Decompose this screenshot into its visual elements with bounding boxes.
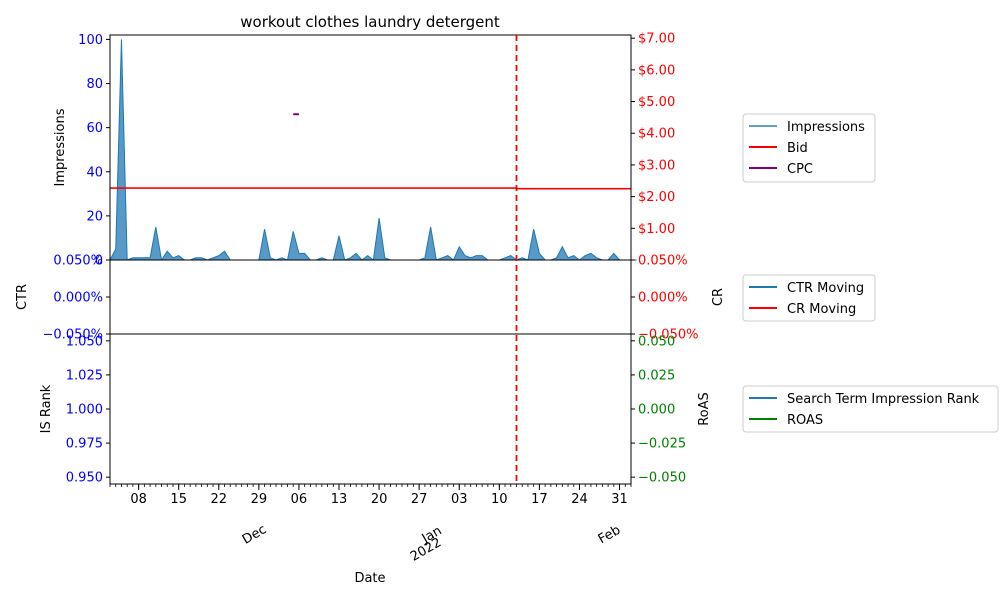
y-right-tick-label: $1.00 bbox=[638, 222, 675, 237]
panel-impressions: 0 20 40 60 80 100 $1.00 $2.00 $3.00 $4.00 $5.00 $6.… bbox=[53, 32, 675, 269]
x-week-tick-label: 22 bbox=[211, 492, 228, 507]
x-week-tick-label: 31 bbox=[611, 492, 628, 507]
y-right-tick-label: 0.050% bbox=[638, 254, 688, 269]
panel-background bbox=[110, 334, 631, 484]
y-right-tick-label: −0.050% bbox=[638, 328, 698, 343]
y-left-axis-label: CTR bbox=[15, 284, 30, 310]
y-right-tick-label: $7.00 bbox=[638, 32, 675, 47]
y-right-tick-label: $6.00 bbox=[638, 63, 675, 78]
x-week-tick-label: 24 bbox=[571, 492, 588, 507]
y-left-tick-label: 0.000% bbox=[53, 291, 103, 306]
y-right-tick-label: $4.00 bbox=[638, 127, 675, 142]
y-left-tick-label: 100 bbox=[78, 33, 103, 48]
x-week-tick-label: 29 bbox=[251, 492, 268, 507]
panel-ctr: −0.050% 0.000% 0.050% −0.050% 0.000% 0.050% CT… bbox=[15, 254, 726, 343]
y-right-axis-label: RoAS bbox=[697, 392, 712, 426]
panel-background bbox=[110, 260, 631, 334]
x-week-tick-label: 20 bbox=[371, 492, 388, 507]
legend-label: CPC bbox=[787, 162, 813, 177]
bid-line bbox=[110, 187, 631, 190]
legend-label: CR Moving bbox=[787, 302, 856, 317]
legend-label: ROAS bbox=[787, 413, 823, 428]
x-week-tick-label: 27 bbox=[411, 492, 428, 507]
y-right-tick-label: $5.00 bbox=[638, 95, 675, 110]
legend-box bbox=[742, 385, 999, 433]
y-right-tick-label: $3.00 bbox=[638, 158, 675, 173]
panel-isrank: 0.950 0.975 1.000 1.025 1.050 −0.050 −0.025 0.0… bbox=[39, 333, 712, 486]
panel-background bbox=[110, 35, 631, 260]
y-left-tick-label: 1.000 bbox=[66, 403, 103, 418]
y-right-tick-label: 0.025 bbox=[638, 368, 675, 383]
y-left-tick-label: 40 bbox=[86, 165, 103, 180]
y-right-tick-label: 0.050 bbox=[638, 334, 675, 349]
y-right-tick-label: 0.000 bbox=[638, 403, 675, 418]
x-week-tick-label: 06 bbox=[291, 492, 308, 507]
y-left-tick-label: 80 bbox=[86, 77, 103, 92]
legend-2: CTR Moving CR Moving bbox=[742, 274, 876, 322]
y-right-tick-label: 0.000% bbox=[638, 291, 688, 306]
x-month-label: Dec bbox=[240, 522, 269, 548]
y-right-tick-label: −0.025 bbox=[638, 437, 686, 452]
x-week-tick-label: 10 bbox=[491, 492, 508, 507]
y-left-tick-label: 0 bbox=[95, 254, 103, 269]
x-week-tick-label: 03 bbox=[451, 492, 468, 507]
chart-title: workout clothes laundry detergent bbox=[240, 13, 500, 31]
x-week-tick-label: 15 bbox=[170, 492, 187, 507]
x-axis-label: Date bbox=[354, 571, 385, 586]
x-month-label: Feb bbox=[596, 523, 623, 548]
x-week-tick-label: 17 bbox=[531, 492, 548, 507]
y-right-tick-label: $2.00 bbox=[638, 190, 675, 205]
legend-label: Impressions bbox=[787, 120, 865, 135]
y-left-tick-label: 0.050% bbox=[53, 254, 103, 269]
y-left-tick-label: 1.050 bbox=[66, 334, 103, 349]
y-left-axis-label: Impressions bbox=[53, 108, 68, 186]
legend-label: Bid bbox=[787, 141, 808, 156]
legend-label: CTR Moving bbox=[787, 281, 864, 296]
y-left-tick-label: 20 bbox=[86, 209, 103, 224]
legend-box bbox=[742, 113, 876, 183]
y-left-tick-label: 0.975 bbox=[66, 437, 103, 452]
legend-1: Impressions Bid CPC bbox=[742, 113, 876, 183]
legend-3: Search Term Impression Rank ROAS bbox=[742, 385, 999, 433]
legend-label: Search Term Impression Rank bbox=[787, 392, 980, 407]
y-left-tick-label: 60 bbox=[86, 121, 103, 136]
y-right-axis-label: CR bbox=[711, 288, 726, 306]
impressions-area bbox=[109, 39, 637, 262]
y-left-tick-label: −0.050% bbox=[43, 328, 103, 343]
x-week-tick-label: 13 bbox=[331, 492, 348, 507]
y-right-tick-label: −0.050 bbox=[638, 471, 686, 486]
y-left-tick-label: 0.950 bbox=[66, 471, 103, 486]
x-week-tick-label: 08 bbox=[130, 492, 147, 507]
y-left-tick-label: 1.025 bbox=[66, 368, 103, 383]
y-left-axis-label: IS Rank bbox=[39, 384, 54, 433]
